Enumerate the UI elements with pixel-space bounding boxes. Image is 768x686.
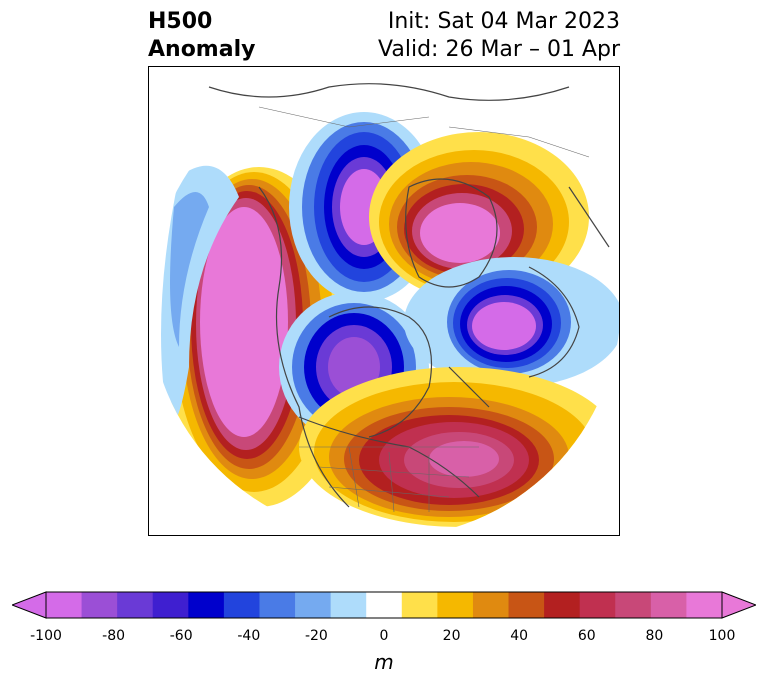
colorbar-segment [188,592,225,618]
map-title: H500 Anomaly [148,8,255,64]
anomaly-contours [161,112,619,527]
colorbar-segment [650,592,687,618]
colorbar-segment [437,592,474,618]
init-date-label: Init: Sat 04 Mar 2023 [387,9,620,34]
colorbar-tick-label: 20 [442,628,461,644]
colorbar-frame [45,591,723,619]
colorbar [12,591,756,619]
colorbar-segment [330,592,367,618]
colorbar-segment [686,592,723,618]
colorbar-tick-label: 0 [379,628,389,644]
country-borders [258,106,590,513]
colorbar-tick-label: 40 [510,628,529,644]
colorbar-tick-label: 60 [577,628,596,644]
colorbar-segment [401,592,438,618]
colorbar-extend-min [12,591,47,619]
colorbar-tick-label: -20 [304,628,328,644]
colorbar-tick-label: -60 [169,628,193,644]
colorbar-segment [508,592,545,618]
colorbar-segment [259,592,296,618]
colorbar-tick-label: 100 [708,628,736,644]
valid-date-label: Valid: 26 Mar – 01 Apr [378,37,620,62]
colorbar-segment [46,592,83,618]
colorbar-segment [117,592,154,618]
map-dates: Init: Sat 04 Mar 2023 Valid: 26 Mar – 01… [378,8,620,64]
anomaly-map [148,66,620,536]
colorbar-tick-label: -80 [102,628,126,644]
colorbar-segment [544,592,581,618]
colorbar-unit-label: m [374,650,394,674]
colorbar-tick-label: 80 [645,628,664,644]
colorbar-segment [366,592,403,618]
colorbar-tick-label: -40 [237,628,261,644]
colorbar-segment [223,592,260,618]
colorbar-segments [12,591,756,619]
colorbar-tick-label: -100 [30,628,62,644]
anomaly-map-canvas [161,83,619,527]
colorbar-segment [472,592,510,618]
colorbar-segment [615,592,652,618]
colorbar-segment [295,592,332,618]
colorbar-segment [579,592,616,618]
title-line-variable: H500 [148,9,213,34]
title-line-field: Anomaly [148,37,256,62]
coastlines [208,83,610,508]
colorbar-extend-max [721,591,756,619]
colorbar-segment [81,592,118,618]
colorbar-segment [152,592,189,618]
